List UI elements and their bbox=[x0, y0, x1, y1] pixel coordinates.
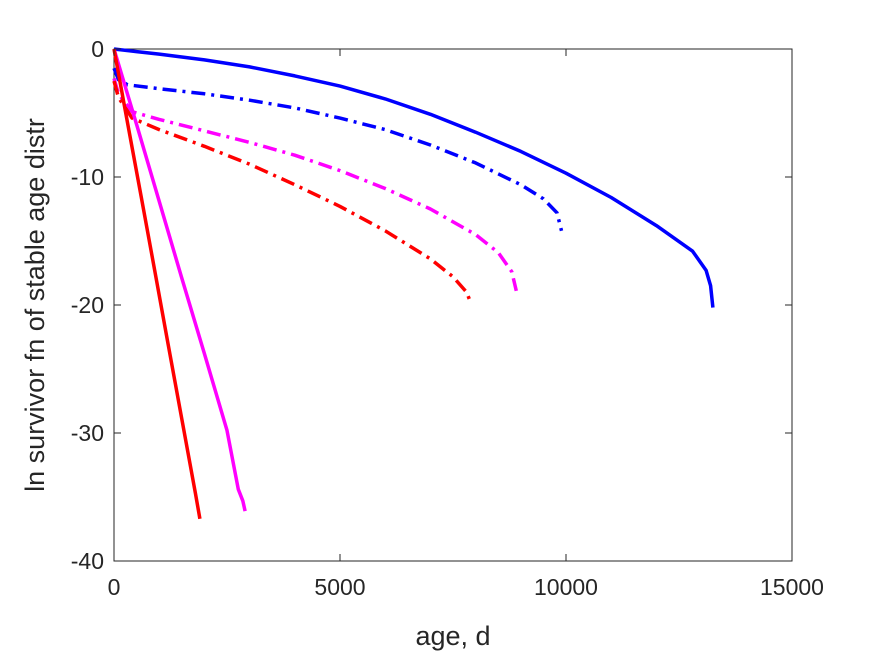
x-tick-label: 10000 bbox=[534, 574, 598, 600]
y-tick-label: 0 bbox=[91, 36, 104, 62]
y-tick-label: -40 bbox=[71, 548, 104, 574]
series-line-1 bbox=[112, 67, 564, 232]
tick-layer: 0 5000 10000 15000 0 -10 -20 -30 -40 bbox=[71, 36, 824, 600]
x-tick-label: 5000 bbox=[314, 574, 365, 600]
x-tick-label: 15000 bbox=[760, 574, 824, 600]
plot-area: 0 5000 10000 15000 0 -10 -20 -30 -40 bbox=[71, 36, 824, 600]
y-tick-label: -20 bbox=[71, 292, 104, 318]
axes-box bbox=[113, 48, 793, 562]
series-line-2 bbox=[112, 77, 519, 292]
x-axis-label: age, d bbox=[415, 621, 490, 651]
y-tick-label: -10 bbox=[71, 164, 104, 190]
y-axis-label: ln survivor fn of stable age distr bbox=[20, 118, 50, 492]
series-line-5 bbox=[112, 48, 202, 520]
series-layer bbox=[112, 47, 715, 520]
y-tick-label: -30 bbox=[71, 420, 104, 446]
x-tick-label: 0 bbox=[108, 574, 121, 600]
series-line-3 bbox=[112, 80, 473, 305]
series-line-0 bbox=[113, 47, 715, 308]
series-line-4 bbox=[112, 48, 247, 512]
